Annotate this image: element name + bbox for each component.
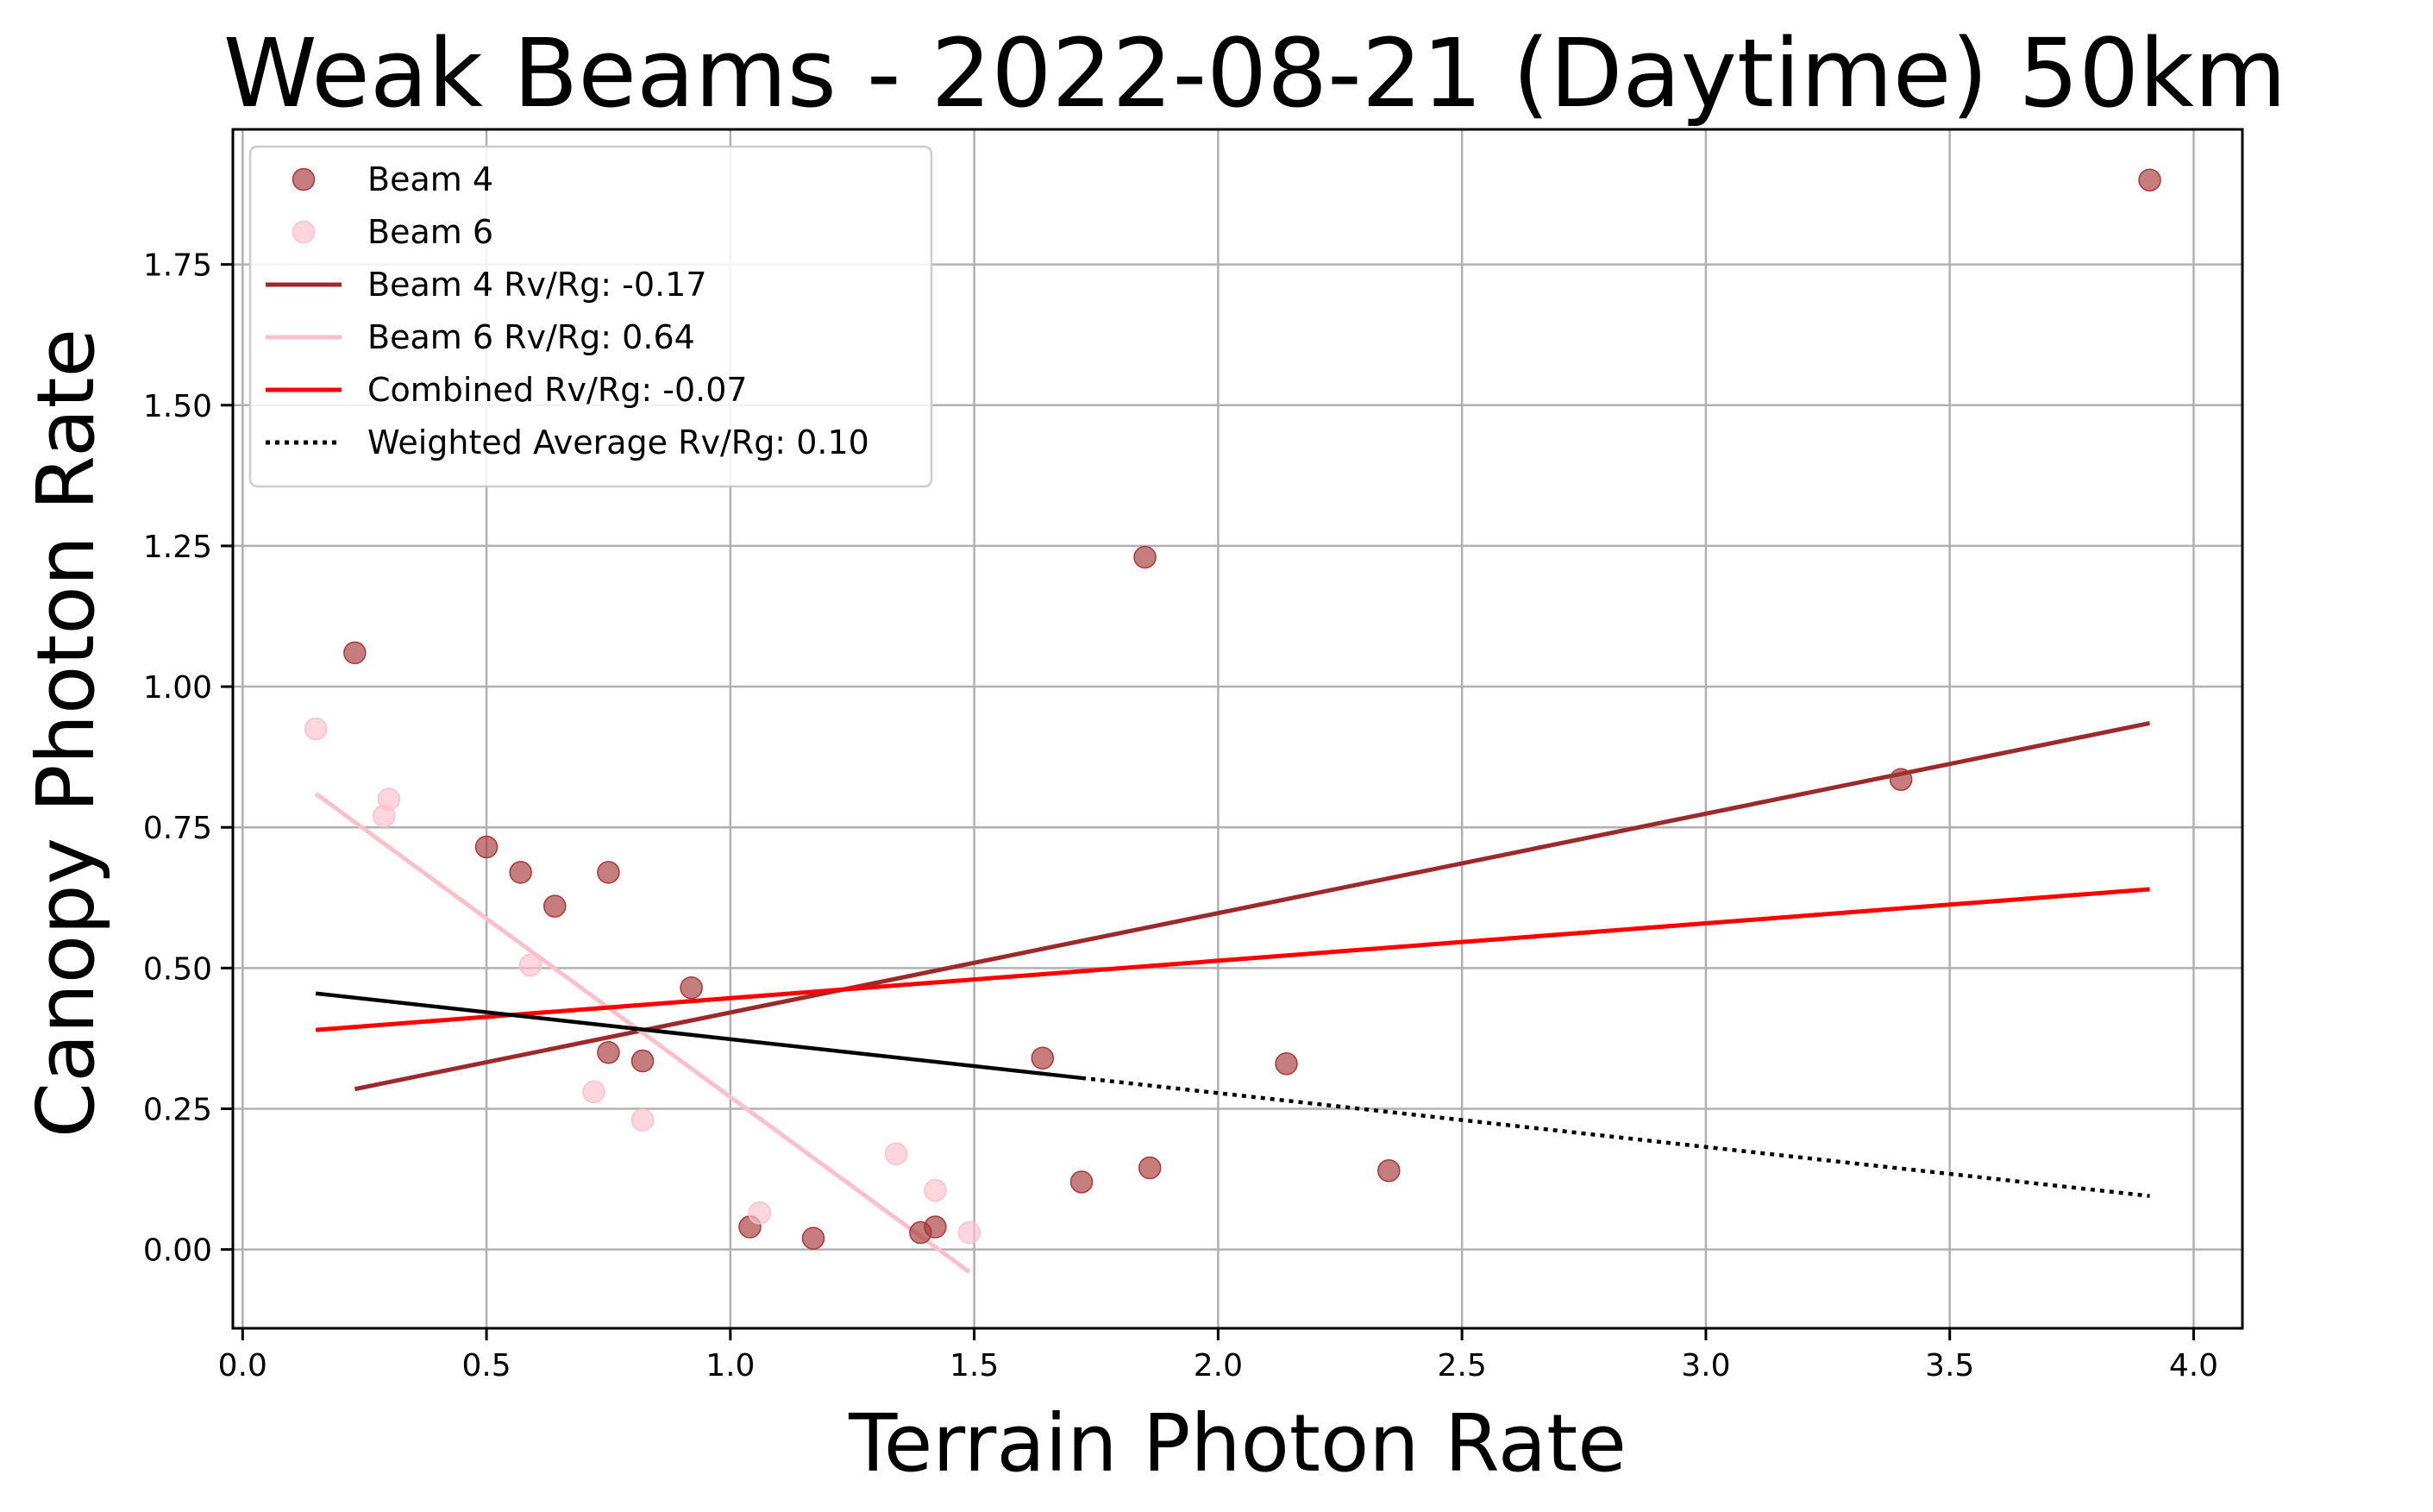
data-point-series-0 [543,894,567,918]
data-point-series-0 [2138,168,2161,191]
y-tick-label: 1.75 [143,248,212,284]
x-tick-label: 3.0 [1681,1348,1730,1383]
data-point-series-1 [377,787,401,811]
x-tick-label: 0.5 [461,1348,511,1383]
data-point-series-0 [509,861,532,884]
x-tick-label: 1.5 [950,1348,999,1383]
data-point-series-0 [1069,1170,1094,1194]
x-tick-label: 4.0 [2169,1348,2218,1383]
chart-title: Weak Beams - 2022-08-21 (Daytime) 50km [223,18,2286,129]
data-point-series-1 [884,1142,908,1165]
data-point-series-1 [957,1220,981,1245]
data-point-series-1 [518,953,542,977]
data-point-series-1 [924,1178,947,1202]
x-tick-label: 1.0 [705,1348,755,1383]
regression-lines [314,721,2151,1274]
data-point-series-0 [1889,768,1913,791]
data-point-series-0 [1377,1159,1401,1183]
data-point-series-0 [474,835,499,859]
regression-line-1 [314,792,971,1274]
regression-line-3-solid-part [315,991,1082,1081]
y-axis-label: Canopy Photon Rate [20,329,112,1138]
data-point-series-1 [304,717,328,741]
data-point-series-0 [630,1049,655,1073]
legend-label: Beam 4 [367,160,493,198]
legend-label: Beam 6 [367,213,493,251]
x-axis-label: Terrain Photon Rate [848,1397,1627,1490]
data-point-series-0 [1133,545,1157,569]
data-points [304,168,2161,1250]
y-tick-label: 1.50 [143,389,212,424]
legend-box [248,145,933,488]
data-point-series-0 [801,1227,825,1250]
data-point-series-0 [1275,1052,1298,1076]
legend-label: Beam 6 Rv/Rg: 0.64 [367,318,695,356]
data-point-series-1 [748,1201,772,1225]
y-axis-ticks: 0.00 0.25 0.50 0.75 1.00 1.25 1.50 1.75 [143,248,233,1269]
legend-marker [292,220,316,244]
data-point-series-1 [630,1108,655,1132]
regression-line-3 [1081,1076,2150,1198]
data-point-series-0 [597,1040,620,1064]
data-point-series-0 [680,976,703,1000]
regression-line-0 [354,721,2151,1092]
y-tick-label: 0.25 [143,1092,212,1127]
y-tick-label: 1.00 [143,670,212,706]
legend-marker [292,167,316,191]
x-tick-label: 2.5 [1438,1348,1487,1383]
data-point-series-0 [1138,1156,1162,1180]
x-axis-ticks: 0.0 0.5 1.0 1.5 2.0 2.5 3.0 3.5 4.0 [218,1328,2218,1383]
legend-label: Combined Rv/Rg: -0.07 [367,371,748,409]
plot-frame [231,128,2244,1330]
x-tick-label: 2.0 [1194,1348,1243,1383]
y-tick-label: 0.75 [143,811,212,846]
legend-label: Beam 4 Rv/Rg: -0.17 [367,266,707,304]
data-point-series-1 [582,1080,605,1104]
y-tick-label: 0.00 [143,1233,212,1269]
regression-line-2 [315,887,2150,1032]
legend-label: Weighted Average Rv/Rg: 0.10 [367,423,869,461]
x-tick-label: 3.5 [1925,1348,1974,1383]
x-tick-label: 0.0 [218,1348,267,1383]
data-point-series-0 [343,641,367,665]
data-point-series-0 [1031,1046,1055,1070]
data-point-series-0 [597,861,620,884]
y-tick-label: 0.50 [143,951,212,987]
y-tick-label: 1.25 [143,530,212,565]
legend: Beam 4 Beam 6 Beam 4 Rv/Rg: -0.17 Beam 6 Rv… [248,145,933,488]
data-point-series-0 [924,1215,947,1239]
